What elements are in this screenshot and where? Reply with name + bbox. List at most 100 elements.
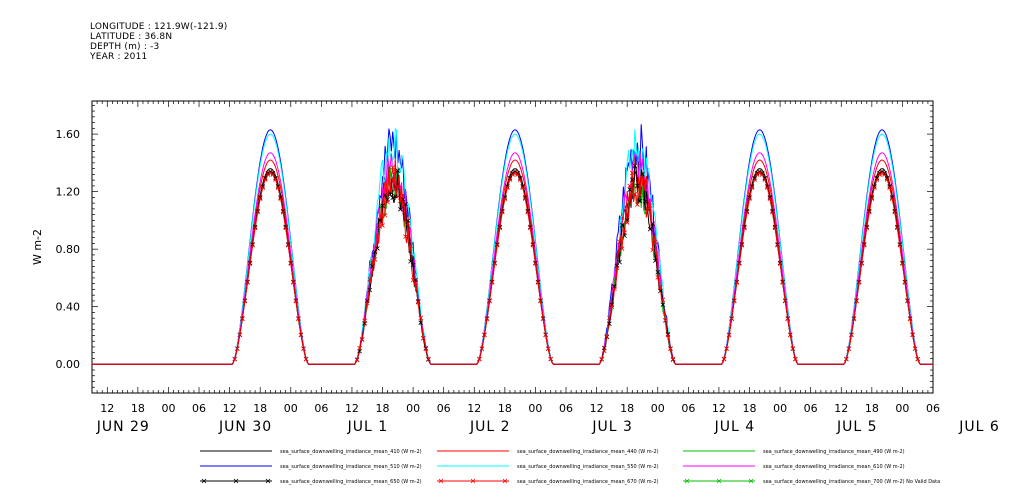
data-marker	[522, 196, 528, 201]
data-marker	[298, 332, 304, 338]
data-marker	[752, 175, 757, 181]
data-marker	[856, 280, 862, 285]
y-tick-label: 0.40	[56, 301, 81, 314]
x-hour-label: 12	[712, 402, 726, 415]
data-marker	[665, 332, 671, 337]
data-marker	[505, 184, 510, 189]
data-marker	[665, 332, 671, 338]
data-marker	[240, 316, 245, 322]
data-marker	[884, 175, 890, 181]
x-hour-label: 12	[590, 402, 604, 415]
data-marker	[390, 195, 396, 201]
data-marker	[744, 208, 750, 214]
x-hour-label: 00	[773, 402, 787, 415]
x-hour-label: 18	[865, 402, 879, 415]
data-marker	[377, 224, 383, 229]
data-marker	[387, 188, 393, 194]
data-marker	[382, 192, 388, 198]
data-marker	[479, 346, 485, 352]
data-marker	[237, 332, 243, 338]
data-marker	[729, 316, 734, 322]
x-day-label: JUN 30	[218, 419, 272, 435]
data-marker	[647, 203, 653, 208]
data-marker	[867, 208, 872, 214]
x-day-label: JUL 6	[958, 419, 1000, 435]
data-marker	[372, 249, 378, 255]
data-marker	[907, 316, 913, 322]
data-marker	[283, 225, 288, 231]
data-marker	[772, 224, 778, 230]
data-marker	[645, 206, 650, 212]
data-marker	[403, 234, 408, 239]
data-marker	[749, 184, 755, 189]
data-marker	[517, 175, 523, 181]
data-marker	[260, 185, 266, 190]
data-marker	[658, 284, 663, 290]
data-marker	[895, 224, 900, 230]
data-marker	[387, 192, 393, 197]
legend-label: sea_surface_downwelling_irradiance_mean_…	[517, 464, 659, 470]
data-marker	[652, 258, 658, 264]
legend-marker	[684, 478, 690, 484]
axis-labels: 0.00 0.40 0.80 1.20 1.60 W m-2 12 18 00 06 12 18 00 0…	[31, 128, 1000, 435]
data-marker	[392, 194, 398, 199]
data-marker	[426, 357, 431, 362]
data-marker	[637, 192, 643, 198]
data-marker	[497, 225, 503, 231]
data-marker	[793, 356, 798, 362]
data-marker	[609, 302, 615, 308]
data-marker	[790, 346, 796, 352]
data-marker	[408, 243, 413, 249]
data-marker	[362, 318, 367, 324]
data-marker	[851, 316, 857, 322]
data-marker	[548, 356, 554, 362]
data-marker	[489, 280, 495, 285]
data-marker	[721, 356, 727, 362]
x-day-label: JUL 5	[836, 419, 878, 435]
data-marker	[617, 259, 622, 265]
data-marker	[484, 316, 490, 322]
latitude-text: LATITUDE : 36.8N	[90, 32, 173, 42]
data-marker	[867, 209, 872, 215]
data-marker	[505, 185, 510, 190]
data-marker	[780, 279, 785, 285]
data-marker	[257, 195, 263, 200]
data-marker	[910, 332, 915, 338]
x-hour-label: 06	[559, 402, 573, 415]
data-marker	[477, 356, 482, 362]
data-marker	[887, 184, 892, 189]
x-day-label: JUL 2	[469, 419, 511, 435]
data-marker	[247, 261, 253, 266]
data-marker	[627, 187, 633, 192]
data-marker	[635, 183, 640, 189]
data-marker	[658, 288, 663, 294]
data-marker	[367, 276, 373, 282]
data-marker	[642, 178, 648, 183]
data-marker	[762, 177, 768, 182]
year-text: YEAR : 2011	[90, 52, 148, 62]
data-marker	[861, 242, 867, 247]
data-marker	[754, 172, 760, 177]
data-marker	[375, 246, 380, 251]
data-marker	[647, 226, 653, 232]
data-marker	[535, 280, 541, 285]
data-marker	[734, 280, 740, 285]
data-marker	[405, 220, 411, 226]
data-marker	[739, 242, 745, 248]
data-marker	[632, 191, 638, 197]
data-marker	[765, 184, 770, 189]
data-marker	[619, 222, 625, 228]
data-marker	[869, 196, 875, 201]
data-marker	[915, 356, 920, 362]
data-marker	[737, 260, 742, 266]
data-marker	[275, 184, 281, 189]
data-marker	[874, 175, 880, 181]
data-marker	[410, 262, 416, 268]
legend-marker	[470, 478, 476, 484]
x-hour-label: 12	[223, 402, 237, 415]
data-marker	[752, 177, 757, 182]
data-marker	[749, 185, 755, 190]
data-marker	[367, 287, 373, 293]
data-marker	[663, 318, 668, 323]
data-marker	[629, 177, 635, 182]
